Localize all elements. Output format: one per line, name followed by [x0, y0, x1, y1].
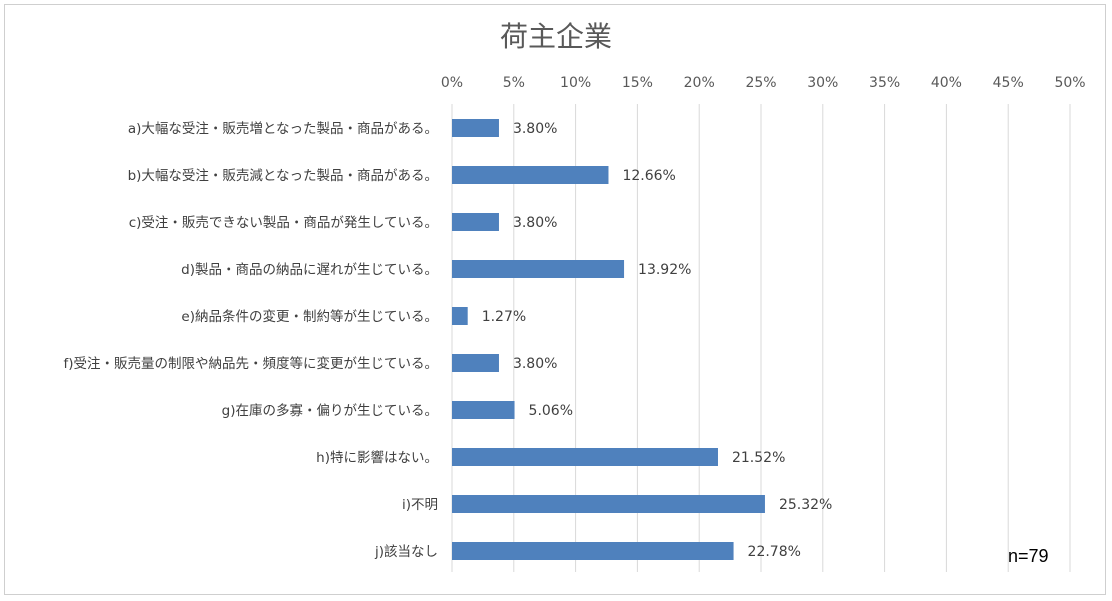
data-label: 3.80%: [513, 215, 557, 231]
sample-size-annotation: n=79: [1008, 546, 1049, 566]
x-tick-label: 40%: [931, 75, 962, 91]
x-tick-label: 0%: [441, 75, 463, 91]
chart-title: 荷主企業: [500, 20, 612, 53]
data-labels: 3.80% 12.66% 3.80% 13.92% 1.27% 3.80% 5.06% 21.…: [482, 121, 833, 560]
data-label: 13.92%: [638, 262, 691, 278]
category-label: g)在庫の多寡・偏りが生じている。: [222, 402, 438, 419]
category-label: j)該当なし: [374, 544, 438, 560]
x-tick-label: 10%: [560, 75, 591, 91]
bar: [452, 448, 718, 466]
data-label: 1.27%: [482, 309, 526, 325]
category-label: d)製品・商品の納品に遅れが生じている。: [181, 262, 438, 278]
x-tick-label: 5%: [503, 75, 525, 91]
category-label: c)受注・販売できない製品・商品が発生している。: [129, 215, 438, 231]
bar: [452, 307, 468, 325]
bar: [452, 260, 625, 278]
bar: [452, 213, 499, 231]
x-tick-label: 35%: [869, 75, 900, 91]
category-labels: a)大幅な受注・販売増となった製品・商品がある。 b)大幅な受注・販売減となった製…: [63, 121, 438, 560]
data-label: 25.32%: [779, 497, 832, 513]
category-label: b)大幅な受注・販売減となった製品・商品がある。: [128, 167, 438, 184]
data-label: 22.78%: [748, 544, 801, 560]
x-tick-label: 45%: [993, 75, 1024, 91]
bar: [452, 542, 734, 560]
data-label: 21.52%: [732, 450, 785, 466]
x-tick-label: 50%: [1054, 75, 1085, 91]
bar: [452, 119, 499, 137]
data-label: 5.06%: [529, 403, 573, 419]
x-axis-tick-labels: 0% 5% 10% 15% 20% 25% 30% 35% 40% 45% 50%: [441, 75, 1086, 91]
x-tick-label: 15%: [622, 75, 653, 91]
category-label: a)大幅な受注・販売増となった製品・商品がある。: [128, 121, 438, 137]
category-label: f)受注・販売量の制限や納品先・頻度等に変更が生じている。: [63, 355, 438, 372]
bar: [452, 495, 765, 513]
data-label: 3.80%: [513, 121, 557, 137]
category-label: i)不明: [402, 497, 438, 513]
data-label: 12.66%: [622, 168, 675, 184]
bar: [452, 166, 609, 184]
category-label: e)納品条件の変更・制約等が生じている。: [181, 308, 438, 325]
x-tick-label: 30%: [807, 75, 838, 91]
bar: [452, 354, 499, 372]
bars: [452, 119, 765, 560]
data-label: 3.80%: [513, 356, 557, 372]
bar: [452, 401, 515, 419]
x-tick-label: 25%: [745, 75, 776, 91]
x-tick-label: 20%: [684, 75, 715, 91]
category-label: h)特に影響はない。: [316, 449, 438, 466]
